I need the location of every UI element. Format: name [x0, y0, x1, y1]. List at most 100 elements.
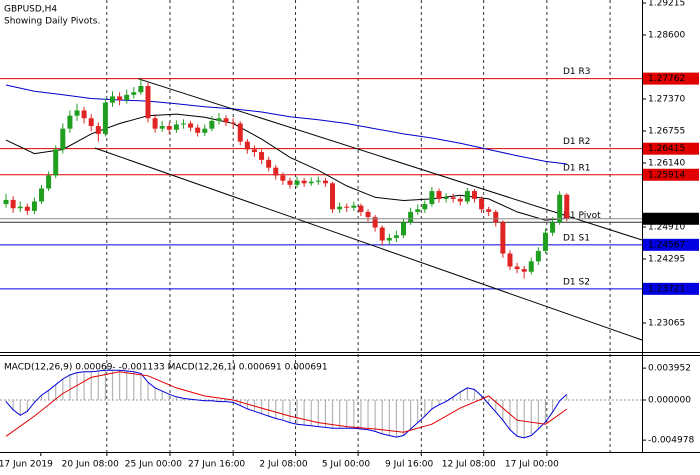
price-box	[643, 238, 699, 251]
candle-body	[564, 194, 570, 219]
candle-body	[330, 183, 336, 210]
candle-body	[386, 237, 392, 241]
macd-bar	[367, 399, 369, 430]
macd-bar	[126, 370, 128, 400]
candle-body	[81, 110, 87, 119]
macd-bar	[431, 399, 433, 409]
macd-bar	[452, 396, 454, 400]
macd-bar	[374, 399, 376, 432]
macd-bar	[317, 399, 319, 427]
price-box-label: 1.27762	[648, 74, 685, 84]
candle-body	[351, 205, 357, 208]
y-tick-label: 1.29215	[648, 0, 685, 9]
price-box	[643, 282, 699, 295]
signal-line	[5, 371, 568, 437]
macd-bar	[381, 399, 383, 434]
candle-body	[372, 217, 378, 228]
macd-bar	[175, 396, 177, 400]
candle-body	[117, 96, 123, 101]
candle-body	[202, 128, 208, 133]
candle-body	[479, 198, 485, 210]
candle-body	[24, 206, 30, 211]
macd-bar	[402, 399, 405, 436]
x-tick-label: 17 Jun 2019	[0, 460, 53, 470]
macd-bar	[40, 395, 43, 400]
macd-bar	[530, 399, 532, 436]
candle-body	[152, 118, 158, 129]
x-tick-label: 20 Jun 08:00	[62, 460, 119, 470]
macd-bar	[62, 379, 64, 400]
macd-bar	[388, 399, 390, 436]
macd-bar	[154, 387, 156, 400]
candle-body	[237, 123, 243, 142]
macd-bar	[410, 399, 412, 430]
macd-bar	[417, 399, 419, 423]
moving-average	[5, 84, 567, 165]
candle-body	[188, 123, 194, 128]
macd-bar	[48, 390, 50, 400]
macd-bar	[239, 399, 241, 406]
macd-bar	[466, 387, 468, 400]
macd-bar	[310, 399, 312, 426]
x-tick-label: 25 Jun 00:00	[125, 460, 182, 470]
macd-bar	[232, 399, 234, 403]
candle-body	[507, 253, 513, 267]
candle-body	[195, 127, 201, 133]
macd-bar	[268, 399, 270, 417]
candle-body	[166, 126, 172, 130]
macd-bar	[168, 394, 170, 400]
x-tick-label: 5 Jul 00:00	[322, 460, 371, 470]
candle-body	[266, 159, 272, 168]
macd-bar	[140, 373, 142, 400]
candle-body	[244, 141, 250, 150]
macd-bar	[395, 399, 398, 438]
candle-body	[67, 115, 73, 129]
candle-body	[230, 122, 236, 124]
macd-bar	[218, 399, 220, 402]
candle-body	[209, 120, 215, 129]
candle-body	[138, 85, 144, 93]
macd-bar	[516, 399, 518, 437]
x-tick-label: 2 Jul 08:00	[259, 460, 308, 470]
candle-body	[251, 149, 257, 153]
pivot-label: D1 R3	[563, 67, 591, 77]
macd-bar	[104, 370, 107, 400]
candle-body	[457, 198, 463, 202]
macd-bar	[445, 399, 447, 402]
candle-body	[259, 152, 265, 160]
macd-bar	[296, 399, 298, 425]
x-tick-label: 9 Jul 16:00	[385, 460, 434, 470]
candle-body	[88, 118, 94, 127]
pivot-label: D1 Pivot	[563, 211, 601, 221]
candle-body	[273, 167, 279, 176]
candle-body	[493, 211, 499, 223]
price-box	[643, 142, 699, 155]
macd-bar	[26, 399, 28, 412]
candle-body	[131, 92, 137, 95]
macd-bar	[12, 399, 14, 410]
candle-body	[550, 222, 556, 233]
macd-bar	[544, 399, 547, 422]
y-tick-label: 1.24910	[648, 222, 685, 232]
candle-body	[358, 205, 364, 212]
candle-body	[401, 222, 407, 236]
price-box-label: 1.23721	[648, 284, 685, 294]
macd-bar	[495, 399, 497, 413]
macd-bar	[438, 399, 440, 405]
macd-bar	[69, 374, 71, 400]
macd-bar	[260, 399, 263, 414]
macd-line	[5, 369, 568, 439]
price-box-label: 1.24567	[648, 240, 685, 250]
price-box-label: 1.25914	[648, 170, 685, 180]
candle-body	[415, 209, 421, 212]
candle-body	[31, 201, 37, 211]
y-tick-label: 0.003952	[648, 364, 691, 374]
macd-bar	[331, 399, 334, 429]
macd-bar	[111, 370, 114, 400]
candle-body	[216, 118, 222, 121]
candle-body	[280, 175, 286, 181]
candle-body	[535, 250, 541, 262]
candle-body	[464, 191, 470, 202]
candle-body	[95, 126, 101, 134]
price-box	[643, 72, 699, 85]
